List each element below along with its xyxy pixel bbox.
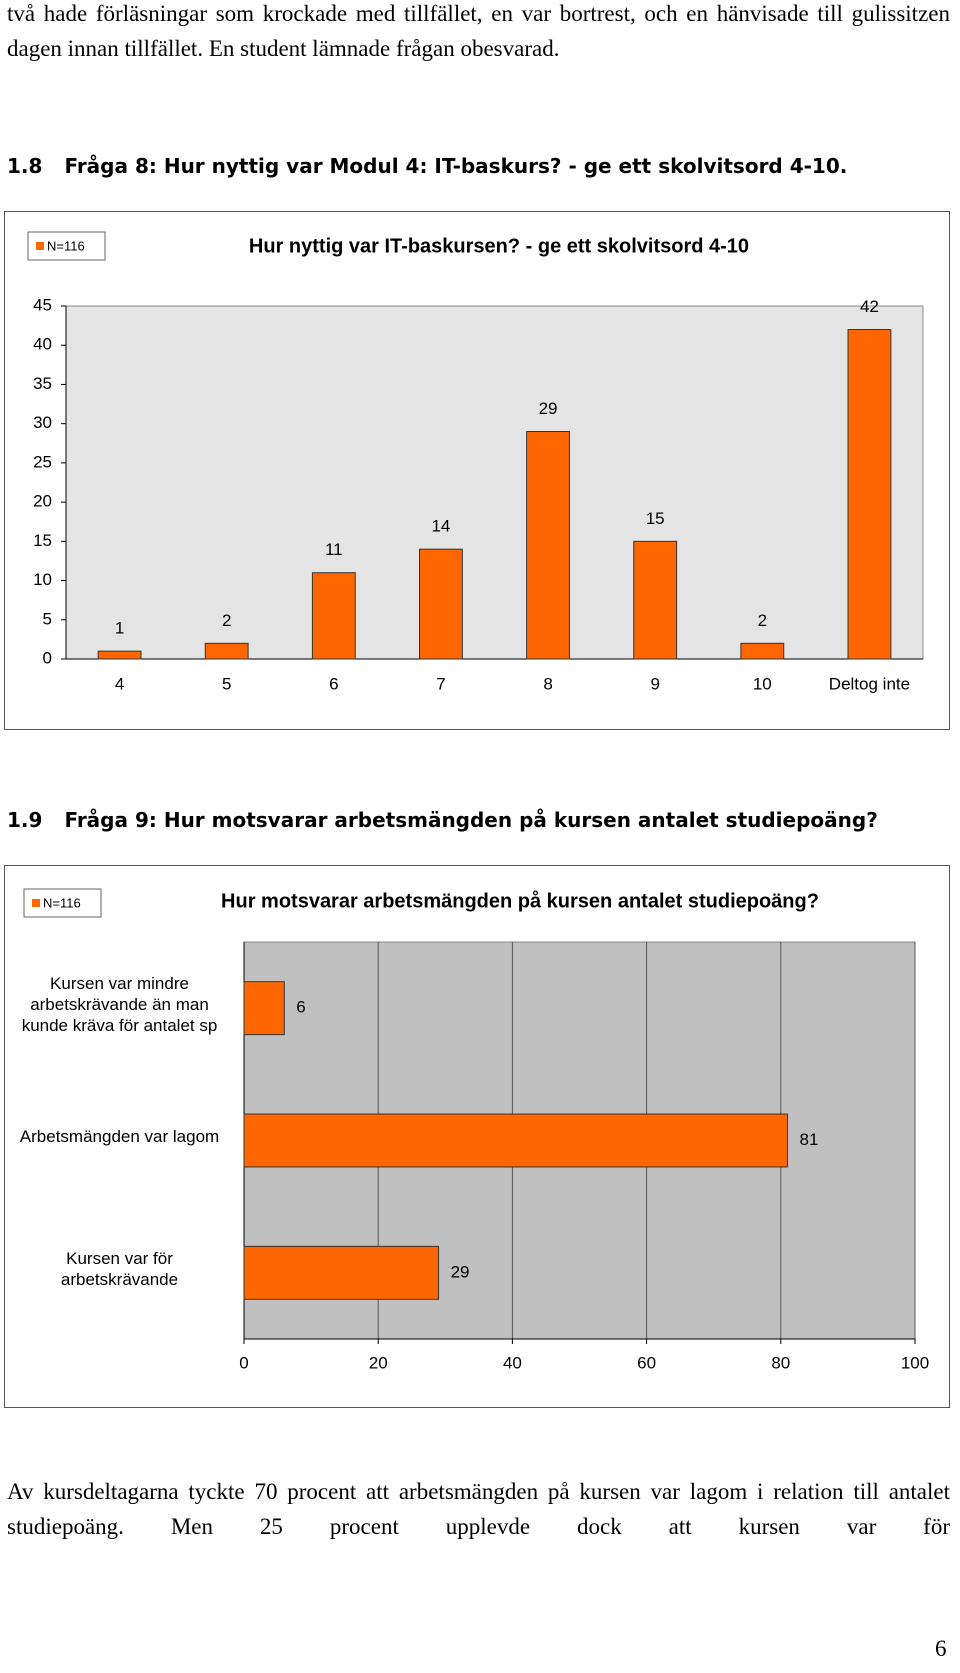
y-tick-label: 35	[33, 374, 52, 393]
y-tick-label: 0	[43, 648, 52, 667]
x-tick-label: 10	[753, 674, 772, 693]
y-tick-label: 10	[33, 570, 52, 589]
data-label: 15	[646, 509, 665, 528]
x-tick-label: 8	[543, 674, 552, 693]
chart-title: Hur nyttig var IT-baskursen? - ge ett sk…	[249, 235, 749, 257]
bar	[243, 1245, 440, 1300]
y-tick-label: Kursen var för arbetskrävande	[60, 1248, 179, 1289]
x-tick-label: 60	[637, 1353, 656, 1372]
paragraph: Av kursdeltagarna tyckte 70 procent att …	[7, 1479, 950, 1539]
annotation: N=116	[47, 238, 85, 253]
heading-number: 1.8	[7, 154, 43, 178]
data-label: 81	[800, 1130, 819, 1149]
bar	[243, 981, 285, 1036]
heading: 1.9 Fråga 9: Hur motsvarar arbetsmängden …	[7, 808, 878, 832]
y-tick-label: 15	[33, 531, 52, 550]
data-label: 14	[431, 517, 450, 536]
paragraph: två hade förläsningar som krockade med t…	[7, 1, 950, 61]
x-tick-label: 9	[650, 674, 659, 693]
y-tick-label: 25	[33, 452, 52, 471]
annotation-swatch	[36, 242, 44, 250]
chart-title: Hur motsvarar arbetsmängden på kursen an…	[221, 889, 819, 912]
bar	[311, 572, 356, 660]
heading: 1.8 Fråga 8: Hur nyttig var Modul 4: IT-b…	[7, 154, 847, 178]
bar	[526, 431, 570, 660]
plot-area	[65, 305, 924, 660]
x-tick-label: 5	[222, 674, 231, 693]
page-number: 6	[935, 1636, 947, 1661]
annotation-swatch	[32, 899, 40, 907]
chart: Hur motsvarar arbetsmängden på kursen an…	[4, 865, 950, 1408]
y-tick-label-box: Arbetsmängden var lagom	[19, 1126, 220, 1146]
data-label: 1	[115, 619, 124, 638]
y-tick-label: 5	[43, 609, 52, 628]
bar	[847, 329, 892, 660]
data-label: 11	[325, 540, 343, 559]
bar	[243, 1113, 789, 1168]
chart: Hur nyttig var IT-baskursen? - ge ett sk…	[4, 211, 950, 730]
bar	[633, 540, 678, 660]
data-label: 2	[758, 611, 767, 630]
y-tick-label-box: Kursen var mindre arbetskrävande än man …	[21, 973, 218, 1035]
data-label: 6	[296, 998, 305, 1017]
data-label: 42	[860, 297, 879, 316]
y-tick-label: Kursen var mindre arbetskrävande än man …	[21, 973, 218, 1035]
heading-text: Fråga 9: Hur motsvarar arbetsmängden på …	[64, 808, 878, 832]
x-tick-label: 0	[239, 1353, 248, 1372]
x-tick-label: 40	[503, 1353, 522, 1372]
annotation: N=116	[43, 895, 81, 910]
y-tick-label: 40	[33, 335, 52, 354]
bar	[740, 642, 785, 660]
x-tick-label: 7	[436, 674, 445, 693]
x-tick-label: 80	[771, 1353, 790, 1372]
y-tick-label: 20	[33, 492, 52, 511]
bar	[97, 650, 142, 660]
x-tick-label: 4	[115, 674, 124, 693]
data-label: 2	[222, 611, 231, 630]
y-tick-label: Arbetsmängden var lagom	[19, 1126, 220, 1146]
y-tick-label: 45	[33, 295, 52, 314]
y-tick-label: 30	[33, 413, 52, 432]
x-tick-label: 20	[369, 1353, 388, 1372]
x-tick-label: Deltog inte	[829, 674, 910, 693]
x-tick-label: 6	[329, 674, 338, 693]
bar	[204, 642, 249, 660]
y-tick-label-box: Kursen var för arbetskrävande	[60, 1248, 179, 1289]
heading-number: 1.9	[7, 808, 43, 832]
heading-text: Fråga 8: Hur nyttig var Modul 4: IT-bask…	[64, 154, 848, 178]
data-label: 29	[451, 1262, 470, 1281]
x-tick-label: 100	[901, 1353, 929, 1372]
data-label: 29	[539, 399, 558, 418]
bar	[419, 548, 463, 660]
